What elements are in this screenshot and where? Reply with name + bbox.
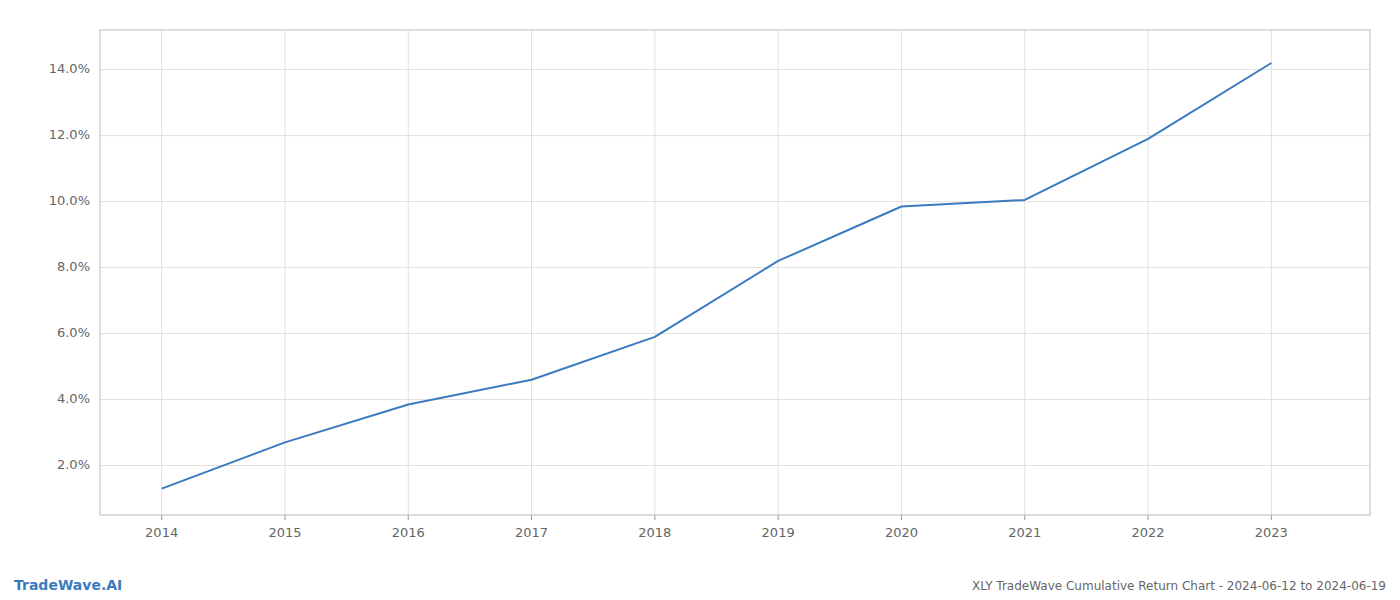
y-tick-label: 8.0% [57,259,90,274]
grid [100,30,1370,515]
x-grid-line [161,30,162,515]
line [162,63,1272,489]
x-tick-label: 2020 [885,525,918,540]
annotation: TradeWave.AI [14,577,122,593]
x-grid-line [901,30,902,515]
x-tick-label: 2015 [268,525,301,540]
y-tick-label: 4.0% [57,391,90,406]
x-grid-line [778,30,779,515]
y-tick-label: 6.0% [57,325,90,340]
y-tick-label: 2.0% [57,457,90,472]
title: XLY TradeWave Cumulative Return Chart - … [972,579,1386,593]
y-grid-line [100,201,1370,202]
y-tick-label: 10.0% [49,193,90,208]
x-tick-mark [901,515,902,520]
x-tick-label: 2022 [1132,525,1165,540]
x-tick-mark [284,515,285,520]
x-tick-mark [531,515,532,520]
x-grid-line [1024,30,1025,515]
x-grid-line [408,30,409,515]
y-grid-line [100,333,1370,334]
x-tick-mark [161,515,162,520]
y-grid-line [100,267,1370,268]
x-tick-mark [1024,515,1025,520]
y-grid-line [100,69,1370,70]
x-grid-line [1271,30,1272,515]
x-tick-mark [1271,515,1272,520]
x-tick-label: 2023 [1255,525,1288,540]
axes: 2.0% 4.0% 6.0% 8.0% 10.0% 12.0% 14.0% 2014 2015 2… [49,30,1370,540]
x-grid-line [531,30,532,515]
y-grid-line [100,465,1370,466]
x-tick-label: 2016 [392,525,425,540]
x-tick-label: 2021 [1008,525,1041,540]
y-tick-label: 12.0% [49,127,90,142]
x-tick-mark [1148,515,1149,520]
x-grid-line [1148,30,1149,515]
y-tick-label: 14.0% [49,61,90,76]
x-grid-line [654,30,655,515]
x-tick-label: 2019 [762,525,795,540]
x-tick-mark [408,515,409,520]
y-grid-line [100,135,1370,136]
x-tick-label: 2017 [515,525,548,540]
plot-frame [100,30,1370,515]
chart: 2.0% 4.0% 6.0% 8.0% 10.0% 12.0% 14.0% 2014 2015 2… [0,0,1400,600]
x-tick-label: 2018 [638,525,671,540]
y-grid-line [100,399,1370,400]
x-tick-mark [778,515,779,520]
x-tick-mark [654,515,655,520]
series [162,63,1272,489]
x-tick-label: 2014 [145,525,178,540]
